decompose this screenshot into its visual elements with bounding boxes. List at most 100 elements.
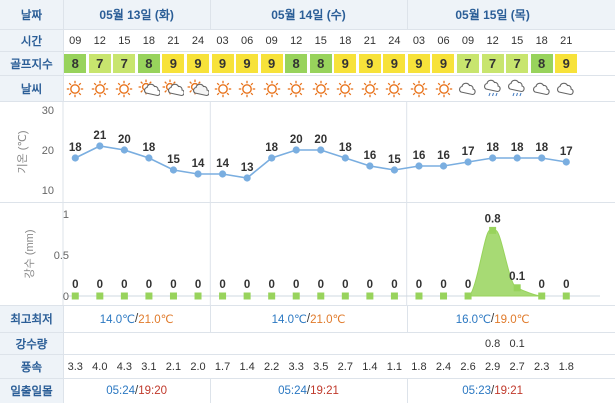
- temp-value-label: 16: [437, 150, 450, 162]
- sun-icon: [407, 76, 432, 101]
- precip_row-cell: [529, 333, 554, 354]
- sun_row-sep: /: [135, 385, 139, 397]
- rain-value-label: 0: [318, 279, 324, 291]
- date-header-1: 05월 14일 (수): [271, 8, 346, 22]
- golf-index-cell: 7: [113, 54, 136, 73]
- rain-value-label: 0: [244, 279, 250, 291]
- temperature-chart-row: 기온 (℃) 30 20 10 18 21 20 18 15 14 14 13 18 20 20 18 16 15…: [0, 102, 615, 203]
- sun_row-set: 19:21: [310, 385, 339, 397]
- precip_row-cell: [284, 333, 309, 354]
- temp-value-label: 14: [192, 158, 205, 170]
- rain-value-label: 0: [195, 279, 201, 291]
- temp-value-label: 16: [413, 150, 426, 162]
- wind_row-cell: 3.5: [313, 360, 329, 373]
- wind_row-cell: 3.3: [67, 360, 83, 373]
- temp-point: [489, 154, 497, 162]
- rain-point: [538, 292, 546, 300]
- golf-index-cell: 7: [481, 54, 504, 73]
- hour-cell: 18: [142, 34, 156, 47]
- wind_row-cell: 2.2: [263, 360, 280, 373]
- rain-point: [317, 292, 325, 300]
- sun_row-sep: /: [306, 385, 311, 397]
- partly-cloudy-night-icon: [186, 76, 211, 101]
- golf-index-cell: 9: [555, 54, 578, 73]
- wind_row-cell: 3.3: [288, 360, 304, 373]
- rain-point: [489, 226, 497, 234]
- wind_row-cell: 4.0: [92, 360, 108, 373]
- sun-icon: [333, 76, 358, 101]
- golf-index-cell: 8: [285, 54, 308, 73]
- rain-value-label: 0: [563, 279, 569, 291]
- temp-point: [513, 154, 521, 162]
- precip_row-cell: [431, 333, 456, 354]
- rain-tick-label: 1: [63, 209, 69, 221]
- sun-icon: [88, 76, 113, 101]
- partly-cloudy-icon: [161, 76, 186, 101]
- golf-index-cell: 9: [236, 54, 259, 73]
- temp-value-label: 15: [388, 154, 401, 166]
- rain-point: [513, 284, 521, 292]
- rain-point: [145, 292, 153, 300]
- rain-point: [194, 292, 202, 300]
- minmax_row-sep: /: [135, 313, 139, 325]
- temp-point: [243, 174, 251, 182]
- sun-icon: [431, 76, 456, 101]
- rain-point: [390, 292, 398, 300]
- rain-value-label: 0: [146, 279, 152, 291]
- time-row: 시간 09 12 15 18 21 24 03 06 09 12 15 18 21 24 03 06 09 12 1…: [0, 30, 615, 52]
- rain-value-label: 0: [539, 279, 545, 291]
- precip_row-cell: [456, 333, 481, 354]
- temp-value-label: 17: [560, 146, 573, 158]
- precip_row-cell: [259, 333, 284, 354]
- golf-index-cell: 9: [334, 54, 357, 73]
- temp-value-label: 20: [118, 134, 131, 146]
- precip_row-cell: [554, 333, 579, 354]
- precip_row-cell: [186, 333, 211, 354]
- sun_row-day-1: 05:24/19:21: [210, 379, 406, 403]
- minmax_row-low: 14.0℃: [99, 314, 136, 326]
- temp-point: [464, 158, 472, 166]
- precip_row-cell: [137, 333, 162, 354]
- hour-cell: 12: [486, 34, 499, 47]
- partly-cloudy-icon: [137, 76, 162, 101]
- minmax_row-high: 21.0℃: [138, 314, 174, 326]
- minmax-row: 최고최저 14.0℃/21.0℃ 14.0℃/21.0℃ 16.0℃/19.0℃: [0, 306, 615, 333]
- wind_row-cell: 2.9: [484, 360, 501, 373]
- date-header-2: 05월 15일 (목): [455, 8, 530, 22]
- weather-label: 날씨: [0, 76, 64, 101]
- rain-value-label: 0: [72, 279, 78, 291]
- temp-value-label: 20: [290, 134, 303, 146]
- hour-cell: 15: [314, 34, 327, 47]
- temp-point: [341, 154, 349, 162]
- hour-cell: 24: [191, 34, 205, 47]
- temp-value-label: 18: [535, 142, 548, 154]
- hour-cell: 06: [437, 34, 450, 47]
- golf-index-cell: 9: [260, 54, 283, 73]
- sun_row-day-2: 05:23/19:21: [407, 379, 579, 403]
- temp-value-label: 18: [265, 142, 278, 154]
- minmax_row-sep: /: [491, 313, 495, 325]
- temp-point: [317, 146, 325, 154]
- precip_row-cell: [112, 333, 137, 354]
- rain-value-label: 0: [440, 279, 446, 291]
- sun_row-rise: 05:23: [462, 385, 491, 397]
- temp-point: [538, 154, 546, 162]
- golf-index-label: 골프지수: [0, 52, 64, 75]
- sun_row-sep: /: [491, 385, 495, 397]
- temp-point: [218, 170, 227, 178]
- rain-value-label: 0: [293, 279, 299, 291]
- wind_row-cell: 1.8: [558, 360, 574, 373]
- temperature-chart: 기온 (℃) 30 20 10 18 21 20 18 15 14 14 13 18 20 20 18 16 15…: [16, 102, 573, 202]
- rain-point: [243, 292, 251, 300]
- wind_row-cell: 2.1: [165, 360, 182, 373]
- minmax_row-day-2: 16.0℃/19.0℃: [407, 306, 579, 332]
- golf-index-cell: 9: [407, 54, 430, 73]
- rain-point: [120, 292, 128, 300]
- rain-point: [169, 292, 177, 300]
- rain-value-label: 0: [170, 279, 176, 291]
- temp-value-label: 16: [363, 150, 376, 162]
- golf-index-cell: 9: [432, 54, 455, 73]
- hour-cell: 03: [216, 34, 229, 47]
